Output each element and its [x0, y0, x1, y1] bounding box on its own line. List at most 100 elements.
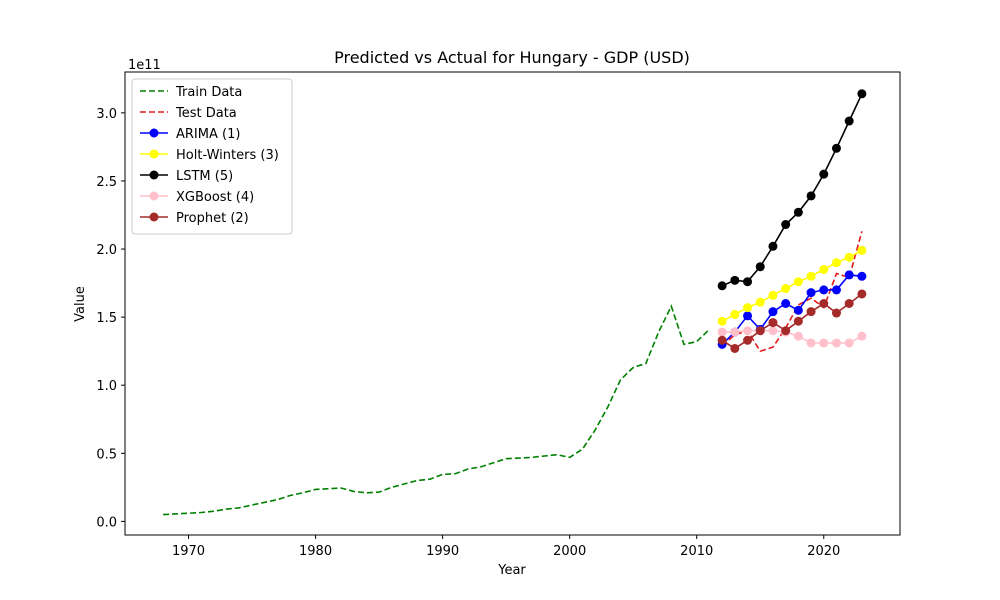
series-lstm-5 — [717, 89, 867, 291]
chart-title: Predicted vs Actual for Hungary - GDP (U… — [334, 48, 690, 67]
legend-marker — [149, 128, 159, 138]
legend-label: Holt-Winters (3) — [176, 148, 279, 163]
legend-label: Test Data — [175, 106, 237, 121]
data-point — [755, 326, 765, 336]
data-point — [781, 220, 791, 230]
data-point — [844, 299, 854, 308]
axes-frame — [124, 71, 901, 536]
data-point — [857, 289, 867, 299]
data-point — [844, 116, 854, 126]
data-point — [793, 305, 803, 315]
y-axis-ticks: 0.0 0.5 1.0 1.5 2.0 2.5 3.0 — [96, 107, 125, 530]
data-point — [806, 307, 816, 317]
data-point — [819, 169, 829, 179]
data-point — [730, 309, 740, 319]
series-train-data — [163, 304, 710, 516]
y-tick-label: 1.0 — [96, 379, 117, 394]
data-point — [806, 271, 816, 281]
legend: Train Data Test Data ARIMA (1) Holt-Winters… — [131, 78, 293, 235]
series-line-train-data — [163, 304, 710, 516]
legend-item-arima-1: ARIMA (1) — [140, 127, 240, 142]
data-point — [793, 207, 803, 217]
data-point — [806, 338, 816, 348]
x-axis-label: Year — [497, 563, 526, 578]
data-point — [717, 281, 727, 291]
y-axis-label: Value — [73, 286, 88, 322]
legend-label: LSTM (5) — [176, 169, 233, 184]
data-point — [768, 318, 778, 328]
data-point — [819, 264, 829, 274]
y-offset-label: 1e11 — [128, 58, 161, 73]
y-tick-label: 2.5 — [96, 175, 117, 190]
data-point — [781, 299, 791, 308]
legend-item-lstm-5: LSTM (5) — [140, 169, 233, 184]
data-point — [819, 285, 829, 295]
legend-item-xgboost-4: XGBoost (4) — [140, 190, 254, 205]
data-point — [793, 316, 803, 326]
x-tick-label: 2010 — [680, 544, 713, 559]
data-point — [793, 331, 803, 341]
data-point — [857, 271, 867, 281]
legend-marker — [149, 191, 159, 201]
series-prophet-2 — [717, 289, 867, 353]
data-point — [857, 245, 867, 255]
legend-label: Prophet (2) — [176, 211, 249, 226]
data-point — [717, 327, 727, 337]
data-point — [831, 143, 841, 153]
y-tick-label: 0.5 — [96, 447, 117, 462]
legend-marker — [149, 170, 159, 180]
y-tick-label: 1.5 — [96, 311, 117, 326]
data-point — [730, 327, 740, 337]
data-point — [844, 270, 854, 280]
data-point — [717, 316, 727, 326]
legend-marker — [149, 149, 159, 159]
x-tick-label: 1970 — [172, 544, 205, 559]
data-point — [743, 335, 753, 345]
data-point — [717, 335, 727, 345]
data-point — [806, 191, 816, 201]
legend-label: ARIMA (1) — [176, 127, 240, 142]
data-point — [819, 299, 829, 308]
x-tick-label: 2020 — [807, 544, 840, 559]
x-tick-label: 1990 — [426, 544, 459, 559]
plot-area — [124, 71, 901, 536]
data-point — [768, 326, 778, 336]
legend-item-train-data: Train Data — [140, 85, 242, 100]
legend-label: Train Data — [175, 85, 242, 100]
data-point — [831, 308, 841, 318]
series-layer — [163, 89, 867, 516]
x-tick-label: 1980 — [299, 544, 332, 559]
data-point — [844, 338, 854, 348]
data-point — [831, 338, 841, 348]
data-point — [730, 343, 740, 353]
legend-item-holt-winters-3: Holt-Winters (3) — [140, 148, 279, 163]
legend-box — [131, 78, 293, 235]
legend-marker — [149, 212, 159, 222]
data-point — [806, 288, 816, 298]
data-point — [755, 297, 765, 307]
data-point — [857, 89, 867, 99]
data-point — [743, 303, 753, 313]
legend-label: XGBoost (4) — [176, 190, 254, 205]
data-point — [781, 326, 791, 336]
series-holt-winters-3 — [717, 245, 867, 326]
legend-item-prophet-2: Prophet (2) — [140, 211, 249, 226]
data-point — [793, 277, 803, 287]
x-tick-label: 2000 — [553, 544, 586, 559]
data-point — [831, 285, 841, 295]
x-axis-ticks: 1970 1980 1990 2000 2010 2020 — [172, 535, 840, 559]
data-point — [844, 252, 854, 262]
data-point — [768, 241, 778, 251]
data-point — [743, 277, 753, 287]
y-tick-label: 3.0 — [96, 107, 117, 122]
data-point — [831, 258, 841, 268]
data-point — [755, 262, 765, 272]
data-point — [768, 290, 778, 300]
legend-item-test-data: Test Data — [140, 106, 237, 121]
data-point — [730, 275, 740, 285]
data-point — [743, 311, 753, 321]
y-tick-label: 2.0 — [96, 243, 117, 258]
data-point — [819, 338, 829, 348]
data-point — [857, 331, 867, 341]
